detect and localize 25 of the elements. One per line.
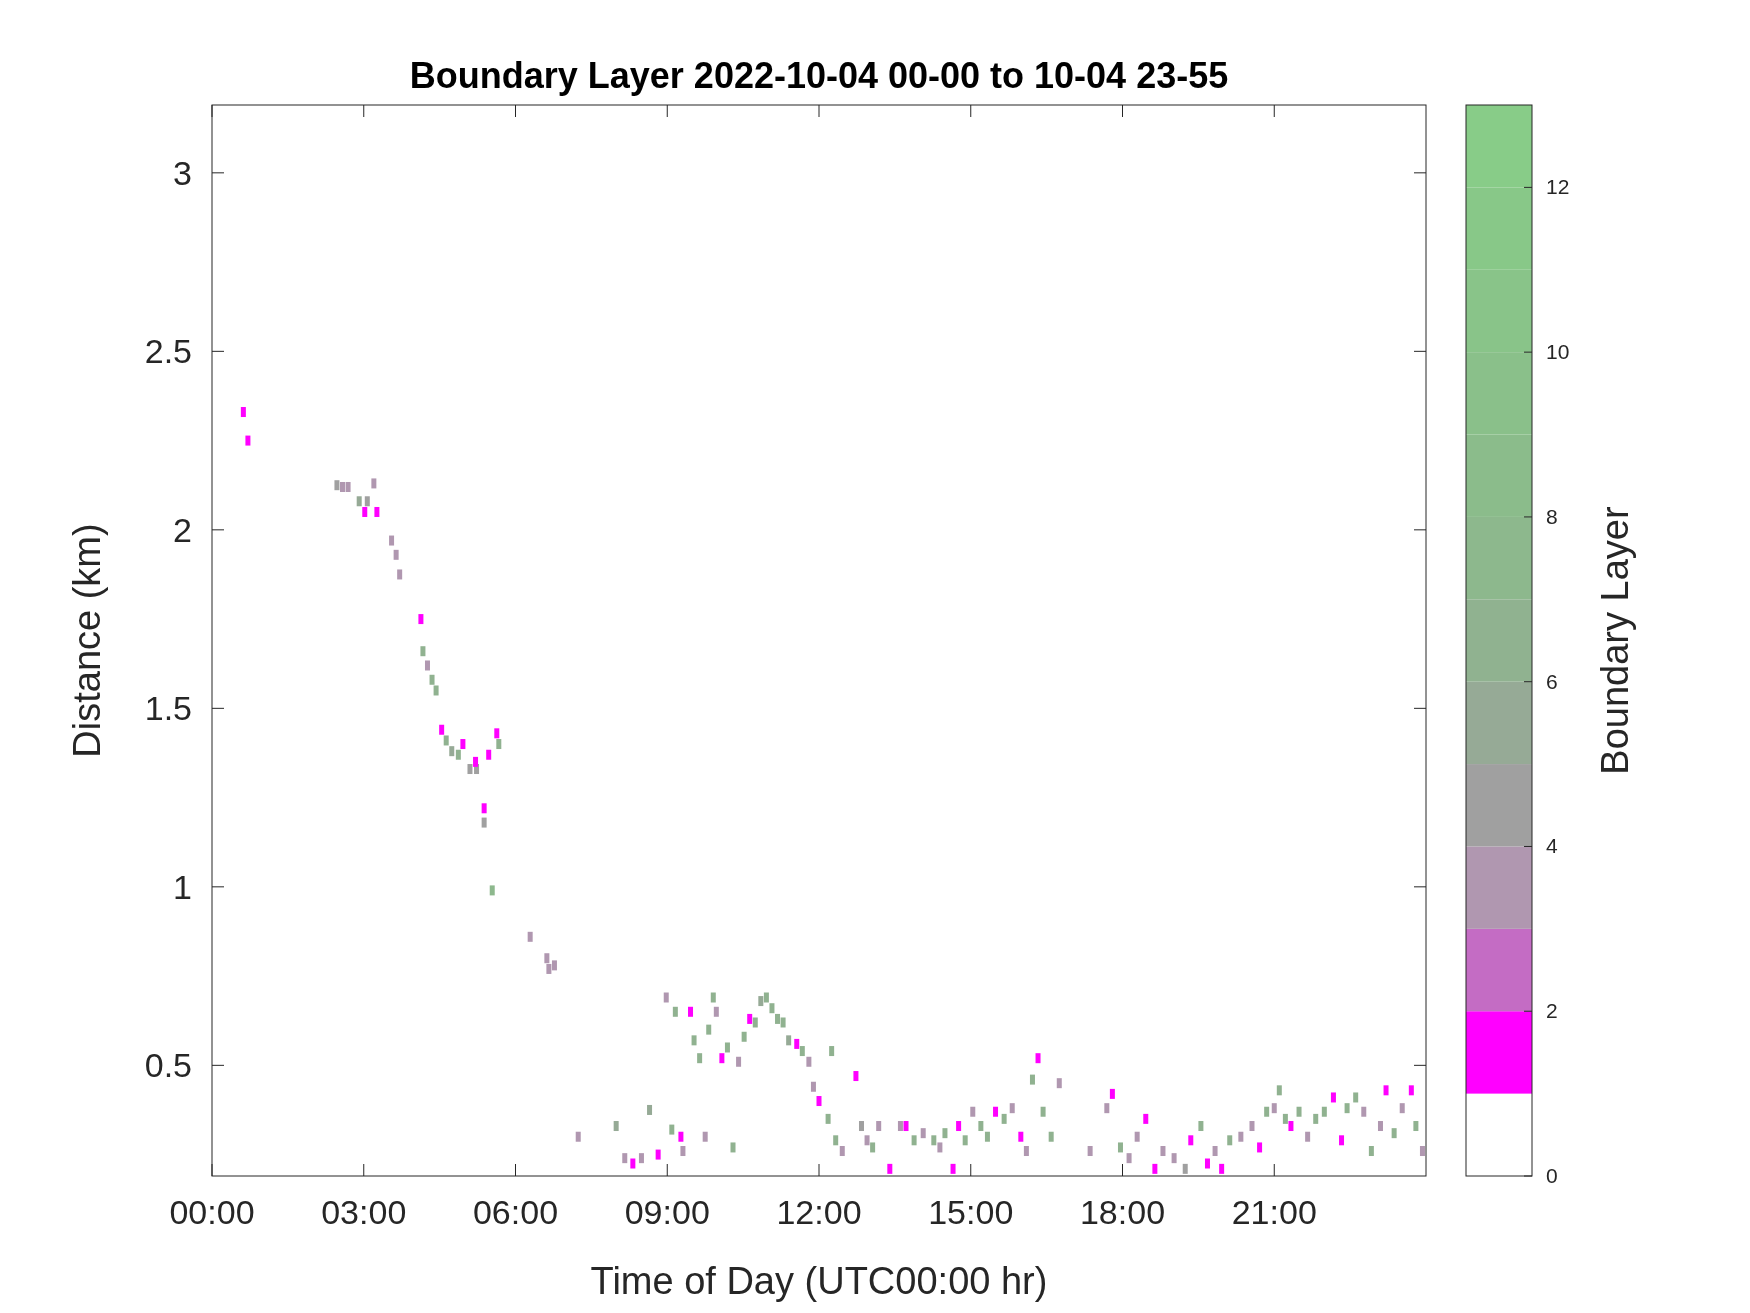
x-tick-label: 21:00 — [1231, 1193, 1317, 1231]
color-bar-label: 6 — [1546, 669, 1558, 693]
chart-title: Boundary Layer 2022-10-04 00-00 to 10-04 23-55 — [409, 55, 1229, 96]
y-axis-title: Distance (km) — [66, 523, 108, 758]
y-tick-label: 0.5 — [144, 1046, 192, 1085]
color-bar-label: 0 — [1546, 1164, 1558, 1187]
x-tick-label: 00:00 — [169, 1193, 255, 1231]
x-tick-label: 15:00 — [928, 1193, 1014, 1231]
x-tick-label: 03:00 — [321, 1193, 407, 1231]
x-tick-label: 06:00 — [472, 1193, 559, 1231]
y-tick-label: 1 — [173, 867, 192, 906]
y-tick-label: 2.5 — [144, 332, 192, 371]
color-bar-title: Boundary Layer — [1594, 506, 1636, 775]
x-tick-label: 09:00 — [624, 1193, 710, 1231]
y-tick-label: 1.5 — [144, 689, 192, 728]
y-tick-label: 2 — [173, 510, 192, 549]
x-axis-title: Time of Day (UTC00:00 hr) — [590, 1260, 1048, 1302]
color-bar-label: 12 — [1546, 175, 1570, 199]
color-bar-label: 2 — [1546, 999, 1558, 1023]
y-tick-label: 3 — [173, 153, 192, 192]
x-tick-label: 18:00 — [1079, 1193, 1166, 1231]
x-tick-label: 12:00 — [776, 1193, 862, 1231]
color-bar-label: 10 — [1546, 340, 1570, 364]
color-bar-label: 8 — [1546, 504, 1558, 528]
color-bar-label: 4 — [1546, 834, 1558, 858]
